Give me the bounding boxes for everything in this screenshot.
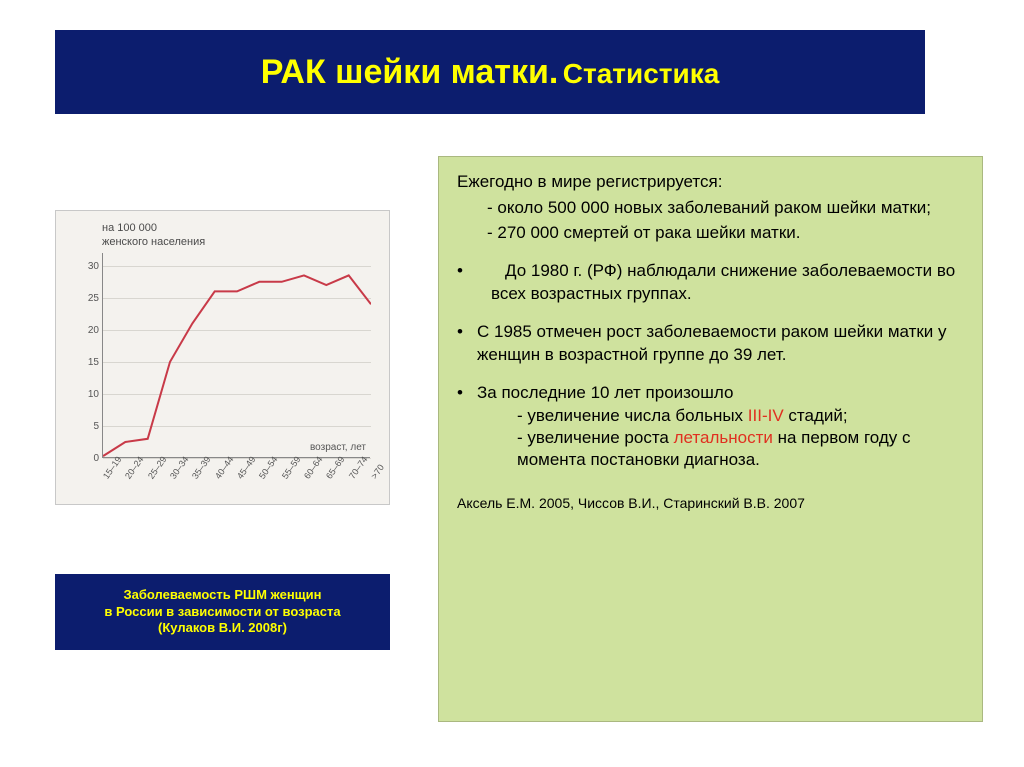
- references: Аксель Е.М. 2005, Чиссов В.И., Старински…: [457, 494, 968, 512]
- y-label-l1: на 100 000: [102, 222, 157, 234]
- slide-title-bar: РАК шейки матки. Статистика: [55, 30, 925, 114]
- caption-l2: в России в зависимости от возраста: [59, 604, 386, 621]
- bullet-last10: За последние 10 лет произошло: [457, 382, 968, 404]
- intro-line: Ежегодно в мире регистрируется:: [457, 171, 968, 193]
- y-label-l2: женского населения: [102, 236, 205, 248]
- chart-inner: на 100 000 женского населения возраст, л…: [66, 221, 379, 498]
- y-tick-label: 0: [81, 453, 99, 464]
- caption-l3: (Кулаков В.И. 2008г): [59, 620, 386, 637]
- y-tick-label: 5: [81, 421, 99, 432]
- y-tick-label: 25: [81, 293, 99, 304]
- b3a-red: III-IV: [748, 406, 784, 425]
- y-tick-label: 30: [81, 261, 99, 272]
- caption-l1: Заболеваемость РШМ женщин: [59, 587, 386, 604]
- title-wrap: РАК шейки матки. Статистика: [261, 53, 720, 92]
- y-tick-label: 10: [81, 389, 99, 400]
- chart-line: [103, 253, 371, 458]
- b3b-red: летальности: [674, 428, 773, 447]
- incidence-chart: на 100 000 женского населения возраст, л…: [55, 210, 390, 505]
- b3b-pre: - увеличение роста: [517, 428, 674, 447]
- y-tick-label: 15: [81, 357, 99, 368]
- chart-plot-area: возраст, лет 05101520253015–1920–2425–29…: [102, 253, 370, 458]
- x-tick-label: >70: [369, 462, 386, 480]
- b3a-post: стадий;: [784, 406, 848, 425]
- b3a-pre: - увеличение числа больных: [517, 406, 748, 425]
- y-axis-label: на 100 000 женского населения: [102, 221, 205, 250]
- y-tick-label: 20: [81, 325, 99, 336]
- statistics-text-panel: Ежегодно в мире регистрируется: - около …: [438, 156, 983, 722]
- fact-deaths: - 270 000 смертей от рака шейки матки.: [457, 222, 968, 244]
- bullet-stage: - увеличение числа больных III-IV стадий…: [457, 405, 968, 427]
- bullet-lethality: - увеличение роста летальности на первом…: [457, 427, 968, 472]
- bullet-1980: До 1980 г. (РФ) наблюдали снижение забол…: [457, 260, 968, 305]
- chart-caption: Заболеваемость РШМ женщин в России в зав…: [55, 574, 390, 650]
- title-main: РАК шейки матки.: [261, 53, 559, 91]
- title-sub: Статистика: [563, 58, 720, 89]
- bullet-1985: С 1985 отмечен рост заболеваемости раком…: [457, 321, 968, 366]
- fact-new-cases: - около 500 000 новых заболеваний раком …: [457, 197, 968, 219]
